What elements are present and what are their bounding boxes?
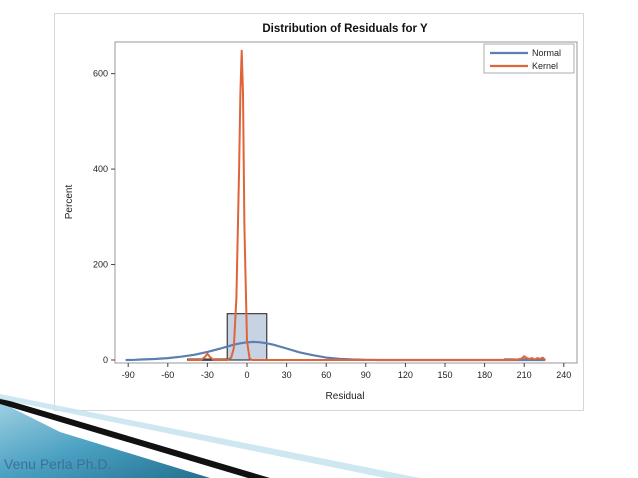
series-line-normal <box>125 340 546 362</box>
black-swoosh-shape <box>0 398 270 478</box>
x-tick-label: -60 <box>161 370 174 380</box>
plot-area <box>114 41 578 364</box>
author-credit: Venu Perla Ph.D. <box>4 456 112 472</box>
legend-label-kernel: Kernel <box>532 61 558 71</box>
x-tick-label: 180 <box>477 370 492 380</box>
density-curves <box>125 49 546 362</box>
y-tick-label: 600 <box>93 69 108 79</box>
legend-box <box>483 43 575 74</box>
light-swoosh-shape <box>0 394 420 478</box>
histogram-bars <box>187 313 545 361</box>
x-axis-label: Residual <box>326 391 365 402</box>
y-tick-label: 400 <box>93 164 108 174</box>
y-tick-label: 200 <box>93 260 108 270</box>
footer-decoration <box>0 394 420 478</box>
x-tick-label: 120 <box>398 370 413 380</box>
y-axis-label: Percent <box>64 185 75 220</box>
x-tick-label: 210 <box>517 370 532 380</box>
teal-swoosh-shape <box>0 402 210 478</box>
x-tick-label: -30 <box>201 370 214 380</box>
x-tick-label: 30 <box>282 370 292 380</box>
x-tick-label: 150 <box>437 370 452 380</box>
x-tick-label: 0 <box>244 370 249 380</box>
y-tick-label: 0 <box>103 355 108 365</box>
chart-title: Distribution of Residuals for Y <box>262 23 428 35</box>
legend: Normal Kernel <box>483 43 575 74</box>
x-tick-label: 60 <box>321 370 331 380</box>
y-axis: 0 200 400 600 <box>93 69 115 365</box>
x-tick-label: 90 <box>361 370 371 380</box>
series-line-kernel <box>187 49 546 361</box>
legend-label-normal: Normal <box>532 48 561 58</box>
x-tick-label: 240 <box>556 370 571 380</box>
x-tick-label: -90 <box>122 370 135 380</box>
x-axis: -90 -60 -30 0 30 60 90 120 150 180 210 240 <box>122 363 571 380</box>
chart-frame <box>54 13 584 411</box>
